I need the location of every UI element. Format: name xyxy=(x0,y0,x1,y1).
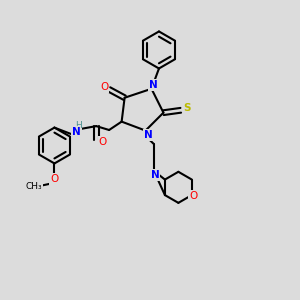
Text: O: O xyxy=(50,174,59,184)
Text: N: N xyxy=(72,127,81,137)
Text: CH₃: CH₃ xyxy=(25,182,42,191)
Text: O: O xyxy=(99,136,107,147)
Text: N: N xyxy=(143,130,152,140)
Text: H: H xyxy=(75,121,82,130)
Text: N: N xyxy=(148,80,158,90)
Text: O: O xyxy=(189,191,197,201)
Text: S: S xyxy=(184,103,191,113)
Text: O: O xyxy=(100,82,108,92)
Text: N: N xyxy=(151,170,160,180)
